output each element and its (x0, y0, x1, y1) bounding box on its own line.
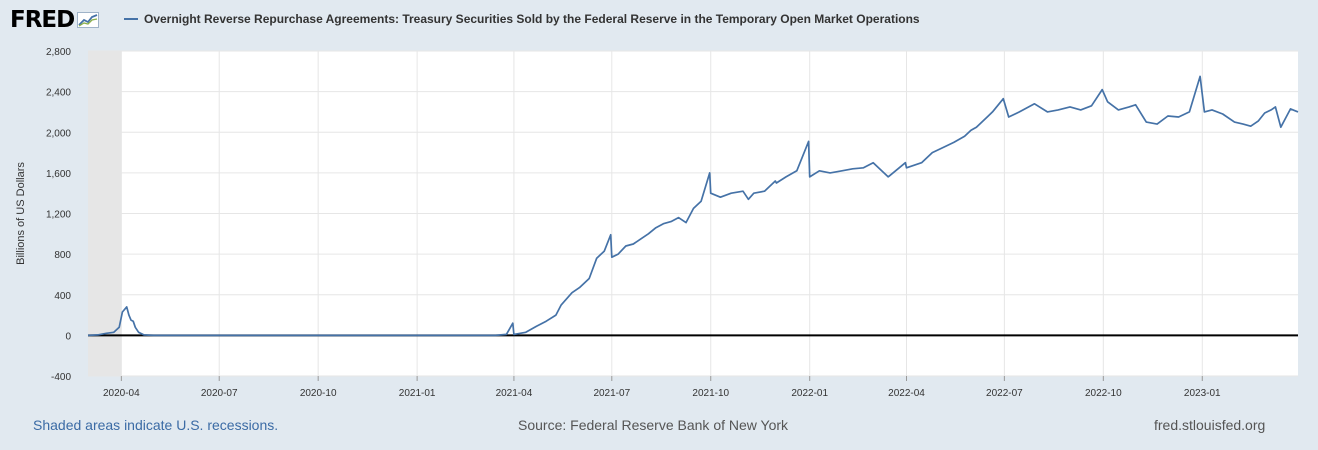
x-tick-label: 2022-07 (986, 388, 1023, 399)
x-tick-label: 2023-01 (1184, 388, 1221, 399)
fred-logo[interactable]: FRED (10, 7, 100, 33)
x-tick-label: 2020-10 (300, 388, 337, 399)
y-tick-label: 1,600 (46, 169, 71, 180)
y-tick-label: 400 (54, 291, 71, 302)
x-tick-label: 2021-01 (399, 388, 436, 399)
y-axis-label: Billions of US Dollars (15, 162, 27, 265)
y-tick-label: 2,000 (46, 128, 71, 139)
x-tick-label: 2021-07 (593, 388, 630, 399)
gridlines (88, 50, 1298, 377)
site-url[interactable]: fred.stlouisfed.org (1154, 417, 1266, 433)
source-note[interactable]: Source: Federal Reserve Bank of New York (518, 417, 789, 433)
x-tick-label: 2022-04 (888, 388, 925, 399)
recession-note[interactable]: Shaded areas indicate U.S. recessions. (33, 417, 279, 433)
y-tick-label: 1,200 (46, 210, 71, 221)
fred-logo-text: FRED (10, 7, 75, 33)
x-tick-label: 2022-01 (791, 388, 828, 399)
y-tick-label: 800 (54, 250, 71, 261)
y-tick-label: -400 (51, 372, 71, 383)
y-tick-label: 0 (65, 331, 71, 342)
legend-swatch (124, 18, 138, 20)
y-axis-ticks: -400 0 400 800 1,200 1,600 2,000 2,400 2,800 (46, 47, 71, 383)
chart-title: Overnight Reverse Repurchase Agreements:… (144, 12, 920, 26)
x-tick-label: 2021-04 (496, 388, 533, 399)
x-axis-ticks: 2020-04 2020-07 2020-10 2021-01 2021-04 2021-… (103, 376, 1221, 399)
x-tick-label: 2020-04 (103, 388, 140, 399)
line-chart-icon (77, 12, 100, 28)
y-tick-label: 2,400 (46, 88, 71, 99)
legend: Overnight Reverse Repurchase Agreements:… (124, 12, 920, 26)
series-line (87, 75, 1299, 337)
x-tick-label: 2021-10 (692, 388, 729, 399)
x-tick-label: 2020-07 (201, 388, 238, 399)
x-tick-label: 2022-10 (1085, 388, 1122, 399)
y-tick-label: 2,800 (46, 47, 71, 58)
